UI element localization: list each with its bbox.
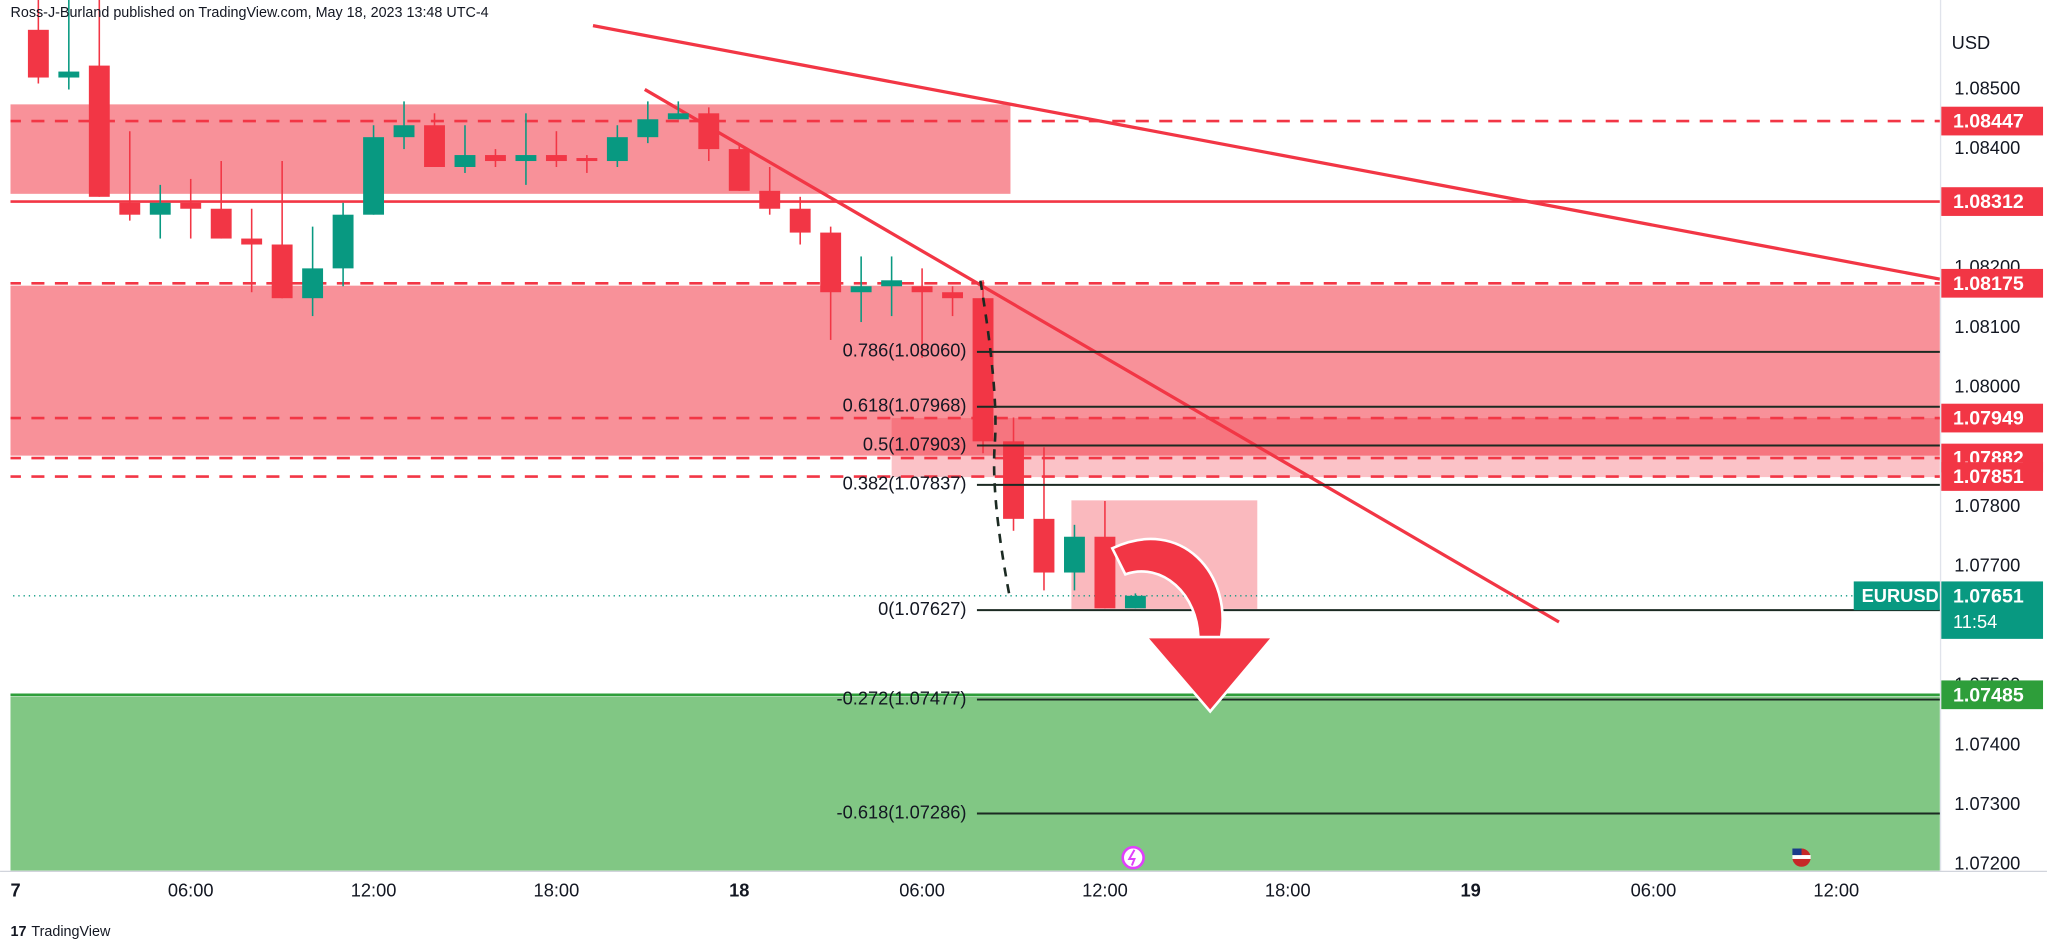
candle-body bbox=[1064, 536, 1085, 573]
last-price-label: 1.07651 bbox=[1953, 585, 2024, 607]
candle-body bbox=[1003, 441, 1024, 519]
y-tick-label: 1.07200 bbox=[1954, 853, 2020, 874]
candle-body bbox=[728, 149, 750, 191]
price-badge bbox=[1941, 106, 2044, 136]
candle-body bbox=[271, 244, 293, 299]
price-badge-label: 1.07851 bbox=[1953, 466, 2024, 488]
candle-body bbox=[424, 125, 445, 167]
symbol-label: EURUSD bbox=[1862, 585, 1939, 606]
y-tick-label: 1.08500 bbox=[1954, 77, 2020, 98]
trendline bbox=[643, 88, 1560, 624]
candle-body bbox=[241, 238, 263, 245]
x-tick-label: 7 bbox=[10, 879, 20, 900]
symbol-badge bbox=[1853, 581, 1940, 611]
x-tick-label: 06:00 bbox=[899, 879, 945, 900]
candle-body bbox=[180, 202, 202, 209]
fib-label: 0.786(1.08060) bbox=[843, 340, 967, 361]
candle-body bbox=[698, 113, 720, 150]
candle-body bbox=[942, 292, 964, 299]
event-icon bbox=[1121, 845, 1145, 870]
price-badge-label: 1.07485 bbox=[1953, 684, 2024, 706]
logo: 17 bbox=[10, 924, 26, 940]
fib-label: 0.382(1.07837) bbox=[843, 473, 967, 494]
price-badge bbox=[1941, 187, 2044, 216]
flag-icon bbox=[1792, 848, 1811, 867]
plot-area bbox=[10, 0, 1940, 871]
fib-label: -0.618(1.07286) bbox=[837, 801, 967, 822]
candle-body bbox=[606, 137, 628, 162]
price-badge bbox=[1941, 403, 2044, 433]
y-tick-label: 1.08400 bbox=[1954, 137, 2020, 158]
candle-body bbox=[820, 232, 842, 293]
candle-body bbox=[88, 65, 110, 197]
trendline bbox=[592, 24, 1940, 281]
x-tick-label: 19 bbox=[1460, 879, 1480, 900]
x-tick-label: 18 bbox=[729, 879, 749, 900]
footer: TradingView bbox=[31, 924, 111, 940]
fib-connector bbox=[979, 280, 1011, 595]
svg-text:17: 17 bbox=[10, 924, 26, 940]
candle-body bbox=[545, 155, 567, 162]
candle-body bbox=[393, 125, 415, 138]
candle-body bbox=[972, 298, 994, 442]
candle-body bbox=[759, 190, 781, 209]
candle-body bbox=[1094, 536, 1116, 609]
candle-body bbox=[1033, 518, 1055, 573]
candle-body bbox=[1124, 595, 1146, 609]
price-badge bbox=[1941, 462, 2044, 491]
price-badge bbox=[1941, 680, 2044, 710]
candle-body bbox=[302, 268, 324, 299]
candle-body bbox=[850, 286, 872, 293]
zone bbox=[10, 696, 1940, 871]
countdown: 11:54 bbox=[1953, 611, 1997, 632]
y-tick-label: 1.07300 bbox=[1954, 793, 2020, 814]
y-tick-label: 1.07800 bbox=[1954, 495, 2020, 516]
candle-body bbox=[789, 208, 811, 233]
header: Ross-J-Burland published on TradingView.… bbox=[10, 5, 488, 21]
fib-label: 0.5(1.07903) bbox=[863, 433, 967, 454]
candle-body bbox=[911, 286, 933, 293]
x-tick-label: 06:00 bbox=[168, 879, 214, 900]
candle-body bbox=[667, 113, 689, 120]
fib-label: -0.272(1.07477) bbox=[837, 687, 967, 708]
down-arrow bbox=[1110, 537, 1276, 714]
candle-body bbox=[210, 208, 232, 239]
price-badge bbox=[1941, 268, 2044, 298]
price-badge-label: 1.08312 bbox=[1953, 191, 2024, 213]
x-tick-label: 12:00 bbox=[1813, 879, 1859, 900]
currency: USD bbox=[1952, 32, 1991, 53]
y-tick-label: 1.07700 bbox=[1954, 554, 2020, 575]
zone bbox=[10, 104, 1011, 194]
candle-body bbox=[881, 280, 903, 287]
candle-body bbox=[363, 137, 385, 215]
candle-body bbox=[576, 158, 598, 162]
candle-body bbox=[485, 155, 506, 162]
fib-label: 0(1.07627) bbox=[878, 598, 966, 619]
candle-body bbox=[27, 29, 49, 78]
candle-body bbox=[515, 155, 537, 162]
x-tick-label: 12:00 bbox=[1082, 879, 1128, 900]
x-tick-label: 18:00 bbox=[534, 879, 580, 900]
candle-body bbox=[119, 202, 141, 215]
overlay: 1.085001.084001.082001.081001.080001.078… bbox=[10, 77, 2044, 900]
candle-body bbox=[149, 202, 171, 215]
price-badge-label: 1.08447 bbox=[1953, 111, 2024, 133]
fib-label: 0.618(1.07968) bbox=[843, 395, 967, 416]
candle-body bbox=[637, 119, 659, 138]
candle-body bbox=[332, 214, 354, 269]
x-tick-label: 12:00 bbox=[351, 879, 397, 900]
y-tick-label: 1.08000 bbox=[1954, 375, 2020, 396]
price-badge-label: 1.08175 bbox=[1953, 273, 2024, 295]
zone bbox=[891, 418, 1940, 478]
price-badge-label: 1.07949 bbox=[1953, 408, 2024, 430]
candle-body bbox=[58, 71, 80, 78]
x-tick-label: 18:00 bbox=[1265, 879, 1311, 900]
candle-body bbox=[454, 155, 476, 167]
x-tick-label: 06:00 bbox=[1631, 879, 1677, 900]
y-tick-label: 1.08100 bbox=[1954, 316, 2020, 337]
last-price-badge bbox=[1941, 581, 2044, 639]
y-tick-label: 1.07400 bbox=[1954, 733, 2020, 754]
